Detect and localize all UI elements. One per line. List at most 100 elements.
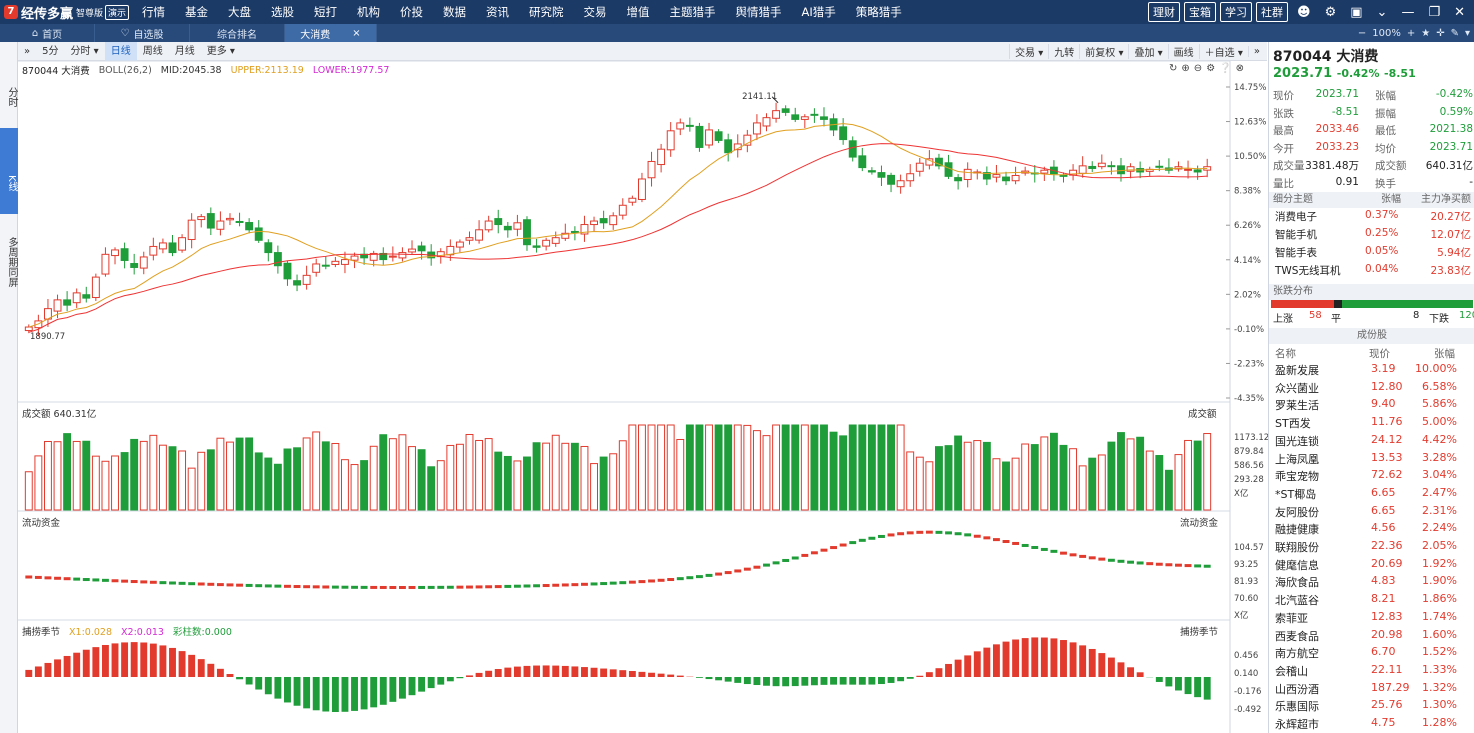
component-row[interactable]: *ST椰岛 6.65 2.47%: [1275, 486, 1473, 503]
component-row[interactable]: 北汽蓝谷 8.21 1.86%: [1275, 592, 1473, 609]
volume-bars: [24, 424, 1212, 511]
window-icon[interactable]: ▣: [1350, 4, 1363, 20]
toolbar-left-0[interactable]: »: [24, 45, 31, 57]
flow-mark: [111, 579, 119, 583]
component-row[interactable]: 永辉超市 4.75 1.28%: [1275, 716, 1473, 733]
user-icon[interactable]: ☻: [1297, 4, 1311, 20]
volume-bar: [216, 437, 225, 511]
restore-icon[interactable]: ❐: [1428, 4, 1441, 20]
tab-ranking[interactable]: 综合排名: [190, 24, 285, 42]
refresh-icon[interactable]: ↻: [1169, 63, 1178, 74]
menu-item-0[interactable]: 行情: [142, 5, 165, 19]
season-bar: [63, 655, 71, 677]
flat-count: 8: [1413, 310, 1420, 321]
close-pane-icon[interactable]: ⊗: [1235, 63, 1244, 74]
tab-kline[interactable]: K线: [0, 128, 18, 214]
component-row[interactable]: ST西发 11.76 5.00%: [1275, 415, 1473, 432]
flow-mark: [63, 577, 71, 581]
chevron-down-icon[interactable]: ⌄: [1376, 4, 1388, 20]
boll-indicator[interactable]: BOLL(26,2): [98, 64, 152, 76]
component-row[interactable]: 上海凤凰 13.53 3.28%: [1275, 451, 1473, 468]
component-row[interactable]: 联翔股份 22.36 2.05%: [1275, 539, 1473, 556]
component-row[interactable]: 国光连锁 24.12 4.42%: [1275, 433, 1473, 450]
toolbar-left-3[interactable]: 日线: [104, 41, 137, 61]
toolbar-left-1[interactable]: 5分: [42, 45, 59, 57]
star-icon[interactable]: ★: [1421, 27, 1431, 39]
component-row[interactable]: 会稽山 22.11 1.33%: [1275, 663, 1473, 680]
component-row[interactable]: 海欣食品 4.83 1.90%: [1275, 574, 1473, 591]
component-row[interactable]: 西麦食品 20.98 1.60%: [1275, 628, 1473, 645]
menu-item-13[interactable]: 舆情猎手: [735, 5, 782, 19]
menu-item-2[interactable]: 大盘: [228, 5, 251, 19]
toolbar-right-4[interactable]: 画线: [1167, 44, 1199, 59]
menu-item-8[interactable]: 资讯: [486, 5, 509, 19]
component-row[interactable]: 南方航空 6.70 1.52%: [1275, 645, 1473, 662]
more-icon[interactable]: ▾: [1464, 27, 1470, 39]
toolbar-left-5[interactable]: 月线: [174, 45, 195, 57]
toolbar-right-0[interactable]: 交易 ▾: [1009, 44, 1048, 59]
zoom-in-button[interactable]: +: [1406, 27, 1416, 39]
flow-mark: [695, 575, 703, 579]
shequn-button[interactable]: 社群: [1256, 2, 1289, 22]
menu-item-11[interactable]: 增值: [626, 5, 650, 19]
gear-icon[interactable]: ⚙: [1324, 4, 1337, 20]
theme-row[interactable]: 智能手表 0.05% 5.94亿: [1273, 245, 1473, 262]
component-row[interactable]: 友阿股份 6.65 2.31%: [1275, 504, 1473, 521]
vol-value: 640.31亿: [53, 409, 97, 420]
flow-mark: [983, 536, 991, 540]
tab-daxiaofei[interactable]: 大消费 ×: [285, 24, 377, 42]
toolbar-right-5[interactable]: ＋自选 ▾: [1198, 44, 1248, 59]
menu-item-12[interactable]: 主题猎手: [669, 5, 716, 19]
tab-multi-period[interactable]: 多周期同屏: [6, 237, 17, 287]
theme-row[interactable]: TWS无线耳机 0.04% 23.83亿: [1273, 263, 1473, 280]
menu-item-1[interactable]: 基金: [185, 5, 208, 19]
component-row[interactable]: 众兴菌业 12.80 6.58%: [1275, 380, 1473, 397]
theme-row[interactable]: 智能手机 0.25% 12.07亿: [1273, 227, 1473, 244]
close-icon[interactable]: ✕: [1454, 4, 1465, 20]
settings-icon[interactable]: ⚙: [1206, 63, 1216, 74]
menu-item-4[interactable]: 短打: [314, 5, 337, 19]
component-row[interactable]: 乖宝宠物 72.62 3.04%: [1275, 468, 1473, 485]
component-row[interactable]: 山西汾酒 187.29 1.32%: [1275, 681, 1473, 698]
component-row[interactable]: 乐惠国际 25.76 1.30%: [1275, 698, 1473, 715]
pin-icon[interactable]: ✛: [1436, 27, 1445, 39]
component-row[interactable]: 融捷健康 4.56 2.24%: [1275, 521, 1473, 538]
tab-home[interactable]: ⌂ 首页: [0, 24, 95, 42]
toolbar-right-6[interactable]: »: [1247, 46, 1265, 57]
menu-item-3[interactable]: 选股: [271, 5, 294, 19]
component-row[interactable]: 罗莱生活 9.40 5.86%: [1275, 397, 1473, 414]
kline-chart[interactable]: 14.75% 12.63% 10.50% 8.38% 6.26% 4.14% 2.02% -0…: [0, 0, 1268, 733]
component-row[interactable]: 盈新发展 3.19 10.00%: [1275, 362, 1473, 379]
menu-item-10[interactable]: 交易: [583, 5, 607, 19]
component-row[interactable]: 索菲亚 12.83 1.74%: [1275, 610, 1473, 627]
xuexi-button[interactable]: 学习: [1220, 2, 1253, 22]
theme-row[interactable]: 消费电子 0.37% 20.27亿: [1273, 209, 1473, 226]
toolbar-right-1[interactable]: 九转: [1048, 44, 1079, 59]
zoom-out-button[interactable]: −: [1357, 27, 1367, 39]
menu-item-6[interactable]: 价投: [400, 5, 423, 19]
toolbar-right-3[interactable]: 叠加 ▾: [1128, 44, 1167, 59]
licai-button[interactable]: 理财: [1148, 2, 1181, 22]
menu-item-5[interactable]: 机构: [357, 5, 380, 19]
volume-bar: [72, 440, 81, 511]
toolbar-left-6[interactable]: 更多 ▾: [206, 45, 235, 57]
add-icon[interactable]: ⊕: [1181, 63, 1190, 74]
help-icon[interactable]: ❔: [1219, 63, 1232, 74]
menu-item-9[interactable]: 研究院: [529, 5, 564, 19]
baoxiang-button[interactable]: 宝箱: [1184, 2, 1217, 22]
minimize-icon[interactable]: —: [1401, 4, 1415, 20]
remove-icon[interactable]: ⊖: [1193, 63, 1203, 74]
tab-close-icon[interactable]: ×: [352, 27, 361, 39]
menu-item-7[interactable]: 数据: [443, 5, 466, 19]
tab-watchlist[interactable]: ♡ 自选股: [95, 24, 190, 42]
toolbar-left-4[interactable]: 周线: [142, 45, 163, 57]
menu-item-15[interactable]: 策略猎手: [855, 5, 902, 19]
toolbar-right-2[interactable]: 前复权 ▾: [1079, 44, 1128, 59]
component-row[interactable]: 健麾信息 20.69 1.92%: [1275, 557, 1473, 574]
pen-icon[interactable]: ✎: [1450, 27, 1459, 39]
candle-body: [206, 213, 215, 229]
tab-intraday[interactable]: 分时: [6, 87, 17, 107]
toolbar-left-2[interactable]: 分时 ▾: [70, 45, 99, 57]
tab-label: 自选股: [133, 29, 164, 41]
menu-item-14[interactable]: AI猎手: [801, 5, 836, 19]
